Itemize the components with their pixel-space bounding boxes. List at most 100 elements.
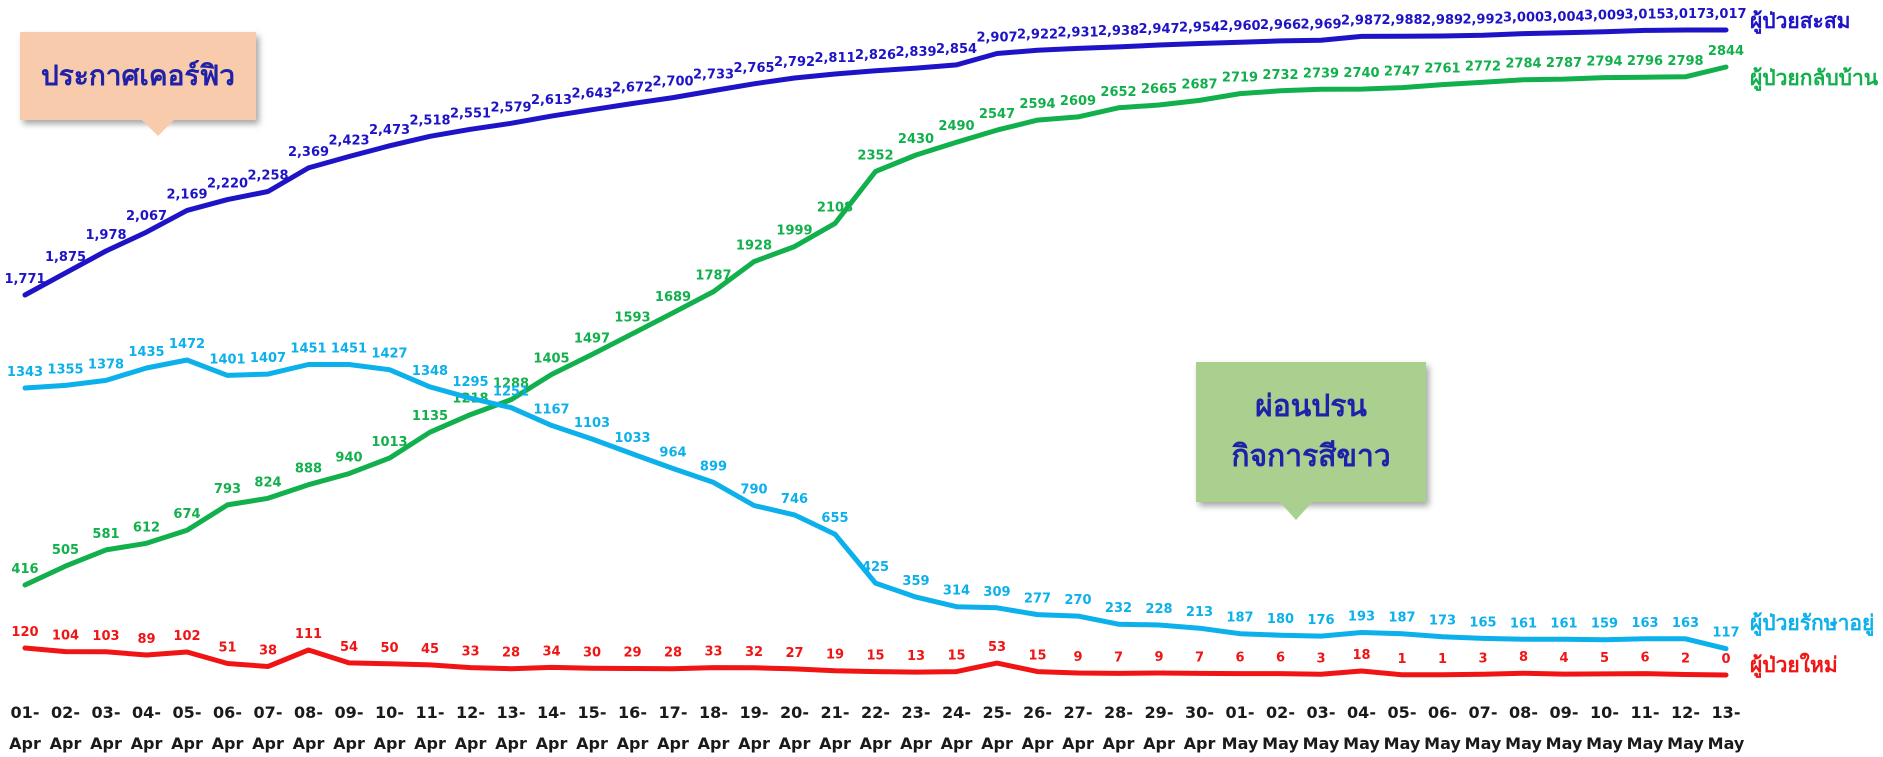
data-label-recovered: 2784 bbox=[1505, 57, 1541, 72]
data-label-new: 1 bbox=[1438, 652, 1447, 667]
data-label-new: 29 bbox=[623, 645, 641, 660]
data-label-recovered: 1593 bbox=[614, 311, 650, 326]
data-label-cumulative: 2,969 bbox=[1300, 17, 1341, 32]
data-label-new: 15 bbox=[947, 649, 965, 664]
data-label-recovered: 2747 bbox=[1384, 65, 1420, 80]
data-label-treating: 232 bbox=[1105, 601, 1132, 616]
data-label-treating: 1451 bbox=[290, 342, 326, 357]
data-label-new: 5 bbox=[1600, 651, 1609, 666]
data-label-cumulative: 3,017 bbox=[1665, 7, 1706, 22]
data-label-cumulative: 2,966 bbox=[1260, 18, 1301, 33]
data-label-recovered: 1497 bbox=[574, 332, 610, 347]
x-tick-label: 25-Apr bbox=[981, 703, 1013, 753]
data-label-treating: 161 bbox=[1510, 616, 1537, 631]
data-label-treating: 1348 bbox=[412, 364, 448, 379]
data-label-recovered: 2719 bbox=[1222, 71, 1258, 86]
data-label-treating: 165 bbox=[1469, 615, 1496, 630]
x-tick-label: 02-Apr bbox=[50, 703, 82, 753]
data-label-recovered: 2547 bbox=[979, 107, 1015, 122]
data-label-recovered: 2490 bbox=[938, 119, 974, 134]
data-label-cumulative: 1,978 bbox=[85, 228, 126, 243]
data-label-recovered: 416 bbox=[11, 562, 38, 577]
x-tick-label: 01-Apr bbox=[9, 703, 41, 753]
data-label-recovered: 674 bbox=[173, 507, 200, 522]
x-tick-label: 09-May bbox=[1546, 703, 1583, 753]
x-tick-label: 30-Apr bbox=[1184, 703, 1216, 753]
x-tick-label: 03-May bbox=[1303, 703, 1340, 753]
data-label-treating: 163 bbox=[1672, 616, 1699, 631]
data-label-treating: 1472 bbox=[169, 337, 205, 352]
x-tick-label: 12-May bbox=[1667, 703, 1704, 753]
data-label-new: 103 bbox=[92, 629, 119, 644]
data-label-cumulative: 2,792 bbox=[774, 55, 815, 70]
curfew-callout-text: ประกาศเคอร์ฟิว bbox=[40, 59, 235, 92]
data-label-recovered: 2108 bbox=[817, 200, 853, 215]
data-label-new: 45 bbox=[421, 642, 439, 657]
data-label-recovered: 2798 bbox=[1667, 54, 1703, 69]
data-label-new: 54 bbox=[340, 640, 358, 655]
data-label-recovered: 2652 bbox=[1100, 85, 1136, 100]
data-label-cumulative: 2,811 bbox=[814, 51, 855, 66]
data-label-new: 0 bbox=[1721, 652, 1730, 667]
data-label-recovered: 505 bbox=[52, 543, 79, 558]
x-tick-label: 26-Apr bbox=[1022, 703, 1054, 753]
data-label-treating: 314 bbox=[943, 584, 970, 599]
x-tick-label: 23-Apr bbox=[900, 703, 932, 753]
data-label-cumulative: 2,988 bbox=[1381, 13, 1422, 28]
relaxation-callout-line1: ผ่อนปรน bbox=[1255, 389, 1367, 424]
data-label-treating: 1407 bbox=[250, 351, 286, 366]
series-line-recovered bbox=[22, 64, 1729, 588]
data-label-recovered: 2739 bbox=[1303, 66, 1339, 81]
data-label-treating: 173 bbox=[1429, 614, 1456, 629]
x-tick-label: 04-May bbox=[1343, 703, 1380, 753]
series-line-cumulative bbox=[22, 27, 1729, 298]
data-label-treating: 1451 bbox=[331, 342, 367, 357]
data-label-cumulative: 2,518 bbox=[409, 113, 450, 128]
data-label-recovered: 2352 bbox=[857, 149, 893, 164]
data-label-cumulative: 2,423 bbox=[328, 133, 369, 148]
data-label-treating: 187 bbox=[1388, 611, 1415, 626]
data-label-treating: 180 bbox=[1267, 612, 1294, 627]
series-name-cumulative: ผู้ป่วยสะสม bbox=[1750, 9, 1851, 35]
data-label-treating: 187 bbox=[1226, 611, 1253, 626]
data-label-new: 7 bbox=[1195, 650, 1204, 665]
data-label-recovered: 2687 bbox=[1181, 77, 1217, 92]
data-label-cumulative: 2,473 bbox=[369, 123, 410, 138]
series-name-recovered: ผู้ป่วยกลับบ้าน bbox=[1750, 66, 1879, 92]
data-label-new: 15 bbox=[866, 649, 884, 664]
data-label-new: 111 bbox=[295, 627, 322, 642]
data-label-new: 8 bbox=[1519, 650, 1528, 665]
data-label-cumulative: 2,987 bbox=[1341, 13, 1382, 28]
x-tick-label: 18-Apr bbox=[698, 703, 730, 753]
relaxation-callout-line2: กิจการสีขาว bbox=[1231, 439, 1391, 474]
data-label-treating: 1378 bbox=[88, 357, 124, 372]
data-label-treating: 163 bbox=[1631, 616, 1658, 631]
curfew-callout: ประกาศเคอร์ฟิว bbox=[20, 32, 256, 136]
data-label-cumulative: 2,960 bbox=[1219, 19, 1260, 34]
data-label-treating: 176 bbox=[1307, 613, 1334, 628]
series-name-new: ผู้ป่วยใหม่ bbox=[1750, 652, 1838, 679]
x-tick-label: 20-Apr bbox=[779, 703, 811, 753]
data-label-recovered: 793 bbox=[214, 482, 241, 497]
data-label-cumulative: 2,992 bbox=[1462, 12, 1503, 27]
x-tick-label: 14-Apr bbox=[536, 703, 568, 753]
x-tick-label: 13-Apr bbox=[495, 703, 527, 753]
data-label-treating: 161 bbox=[1550, 616, 1577, 631]
x-tick-label: 24-Apr bbox=[941, 703, 973, 753]
data-label-cumulative: 2,551 bbox=[450, 106, 491, 121]
data-label-cumulative: 2,067 bbox=[126, 209, 167, 224]
data-label-cumulative: 2,733 bbox=[693, 68, 734, 83]
x-tick-label: 06-May bbox=[1424, 703, 1461, 753]
x-tick-label: 21-Apr bbox=[819, 703, 851, 753]
data-label-recovered: 1787 bbox=[695, 269, 731, 284]
x-tick-label: 09-Apr bbox=[333, 703, 365, 753]
data-label-treating: 359 bbox=[902, 574, 929, 589]
data-label-cumulative: 2,938 bbox=[1098, 24, 1139, 39]
data-label-new: 1 bbox=[1397, 652, 1406, 667]
data-label-recovered: 1405 bbox=[533, 352, 569, 367]
data-label-cumulative: 2,579 bbox=[490, 100, 531, 115]
data-label-treating: 228 bbox=[1145, 602, 1172, 617]
data-label-treating: 213 bbox=[1186, 605, 1213, 620]
data-label-new: 28 bbox=[502, 646, 520, 661]
